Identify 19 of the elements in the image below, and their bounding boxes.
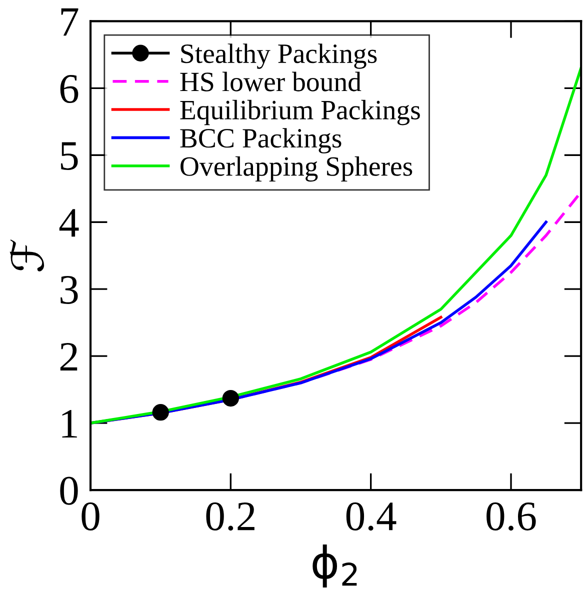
x-tick-label: 0 — [82, 502, 100, 530]
y-tick-label: 6 — [60, 75, 78, 104]
y-axis-title: ℱ — [10, 239, 44, 272]
legend-label: Overlapping Spheres — [180, 156, 412, 182]
x-axis-title: ϕ$_{2}$ — [312, 544, 357, 588]
x-tick-label: 0.6 — [486, 502, 536, 531]
legend-label: Equilibrium Packings — [180, 100, 420, 126]
legend-label: Stealthy Packings — [181, 44, 377, 69]
y-tick-label: 0 — [60, 476, 78, 505]
y-tick-label: 2 — [60, 342, 78, 371]
y-tick-label: 3 — [60, 276, 78, 304]
y-tick-label: 7 — [61, 8, 78, 36]
legend-label: BCC Packings — [180, 128, 342, 154]
y-tick-label: 5 — [60, 142, 78, 170]
legend-label: HS lower bound — [180, 72, 362, 92]
y-tick-label: 1 — [62, 410, 77, 438]
x-tick-label: 0.4 — [346, 502, 396, 531]
x-tick-label: 0.2 — [206, 502, 254, 531]
y-tick-label: 4 — [59, 209, 79, 237]
